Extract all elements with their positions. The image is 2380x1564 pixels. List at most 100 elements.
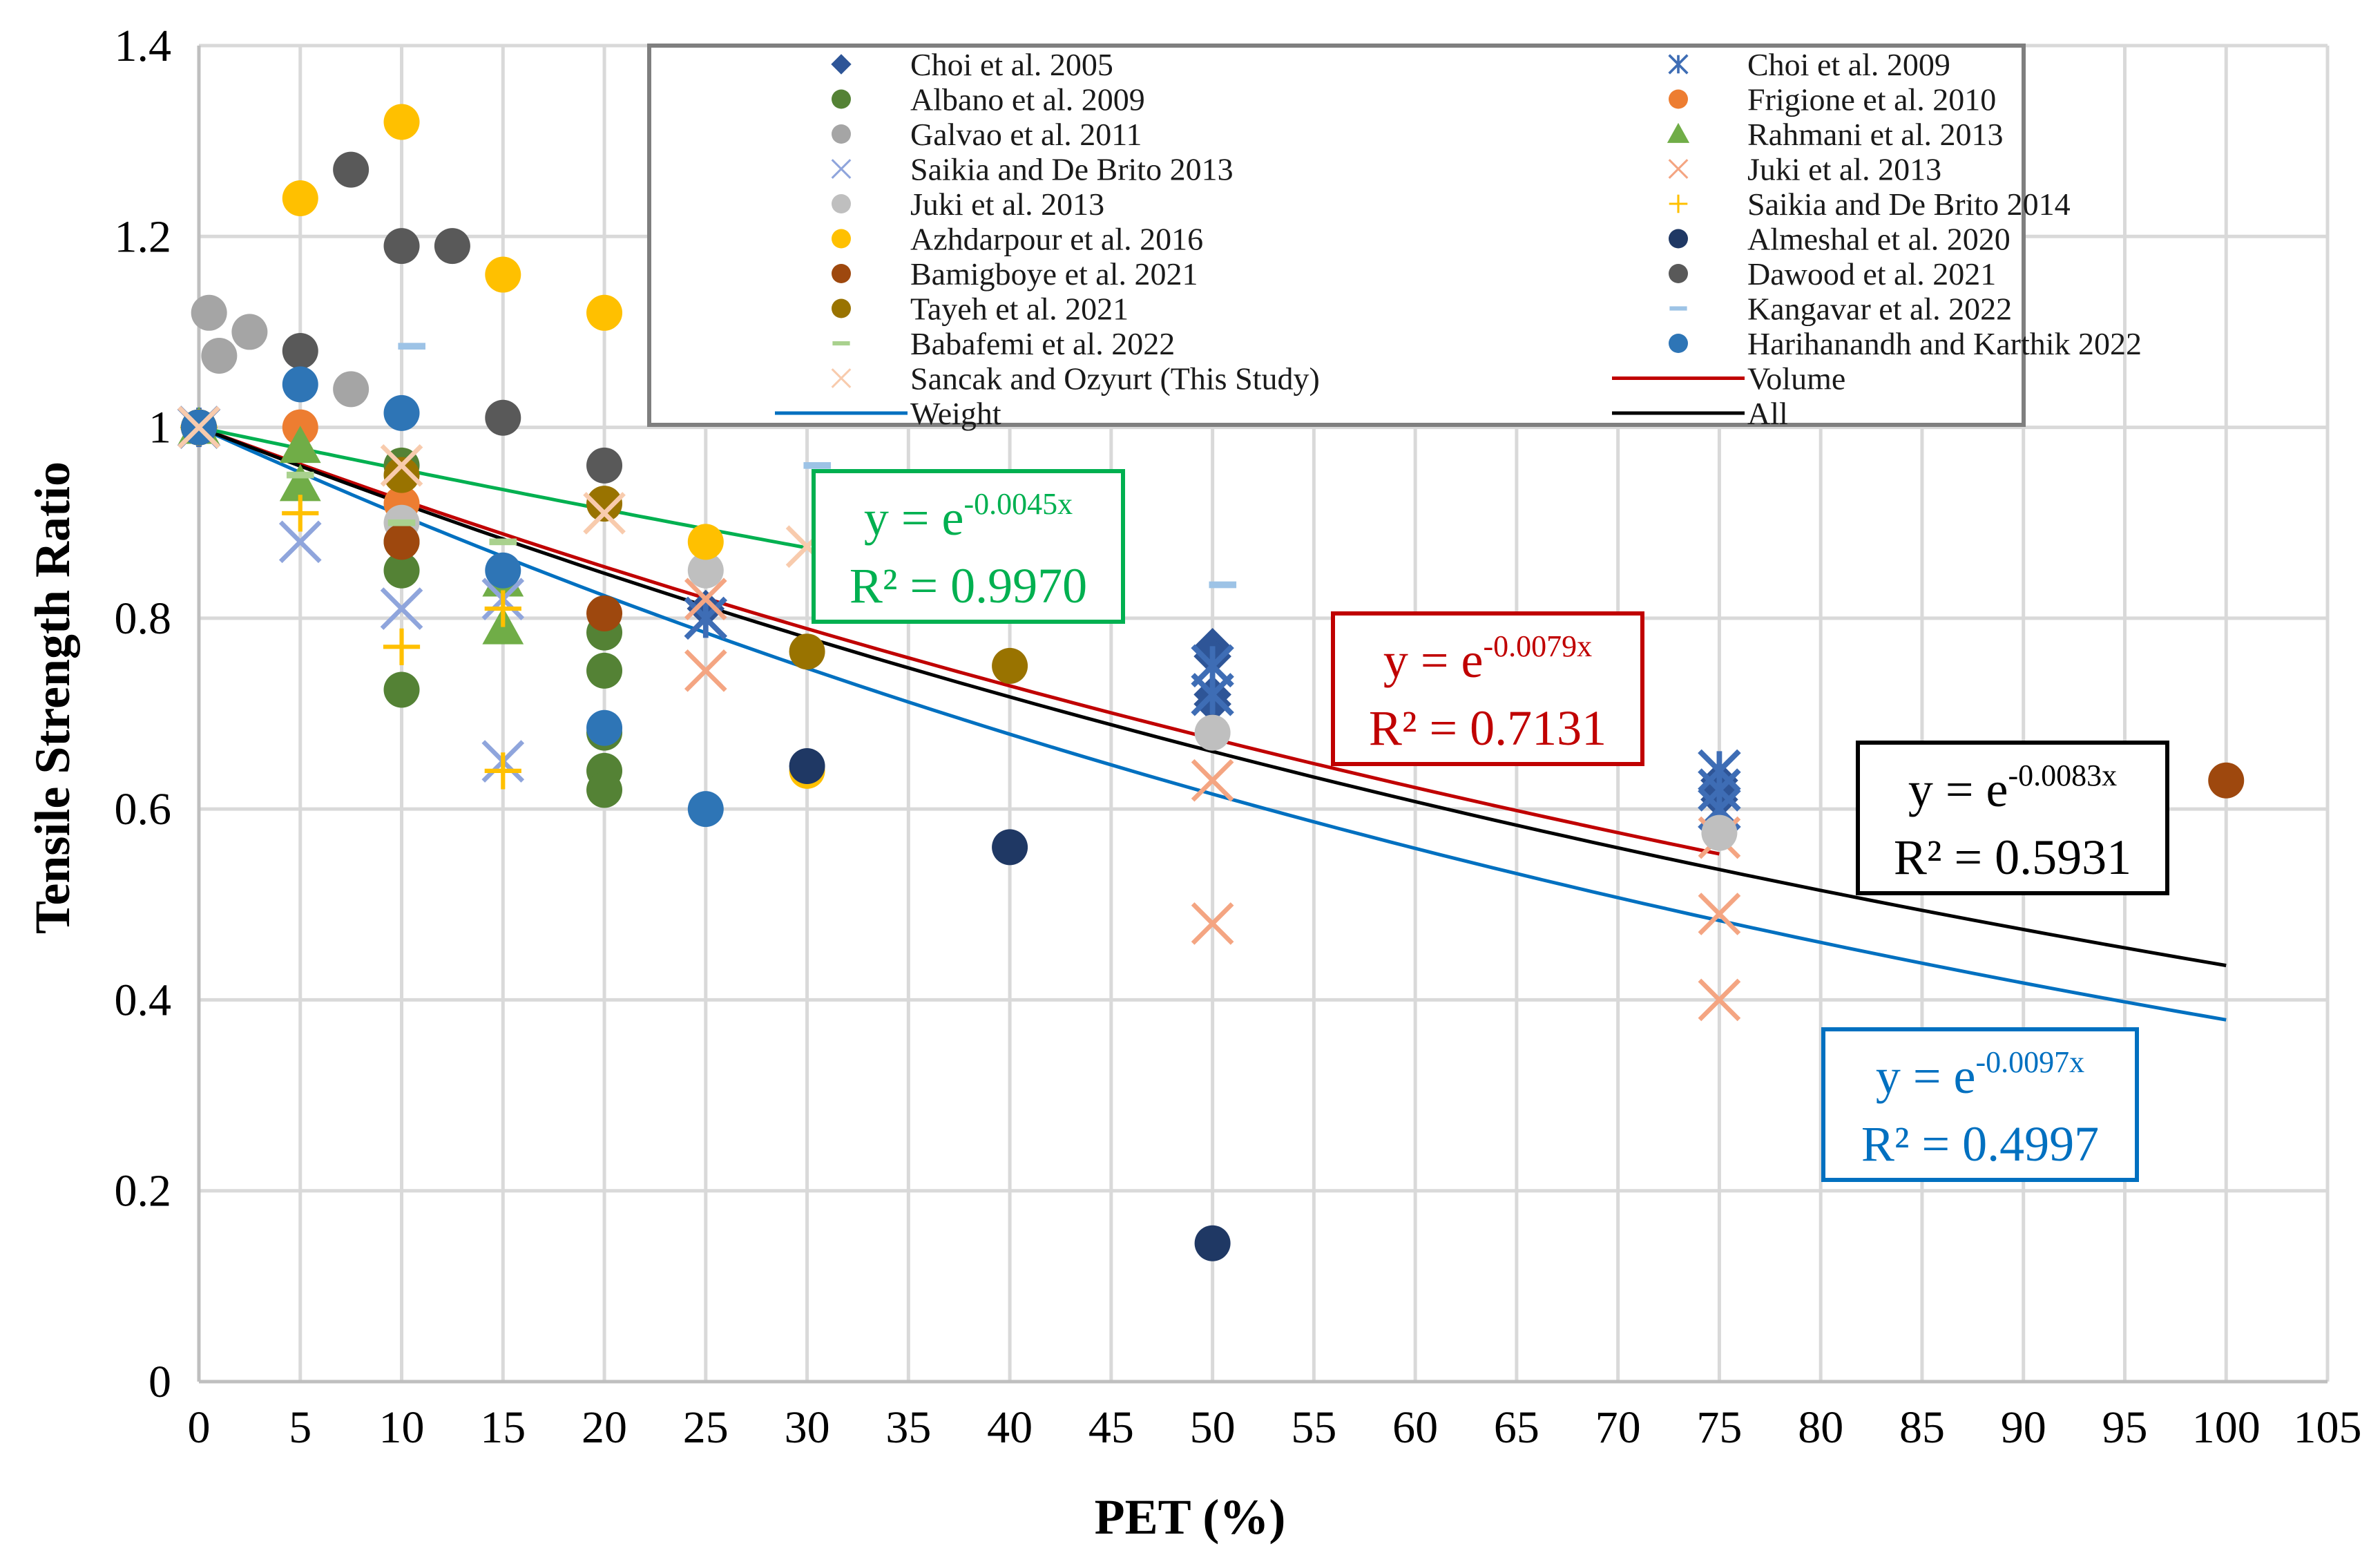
data-point <box>1191 759 1234 802</box>
annotation-box <box>1821 1027 2139 1182</box>
legend-marker <box>832 124 851 144</box>
data-point <box>177 406 220 449</box>
legend-label: Azhdarpour et al. 2016 <box>910 222 1203 257</box>
legend-item: Dawood et al. 2021 <box>1669 256 1996 292</box>
y-tick-label: 1.4 <box>115 21 172 71</box>
data-point <box>282 333 318 370</box>
legend-item: Kangavar et al. 2022 <box>1669 292 2012 327</box>
data-point <box>1191 673 1234 716</box>
annotation-box <box>1856 741 2169 895</box>
data-point <box>383 524 420 560</box>
annotation-equation: y = e-0.0079x <box>1383 629 1592 688</box>
legend-marker <box>832 341 850 346</box>
data-point <box>1209 581 1237 589</box>
legend-item: Frigione et al. 2010 <box>1669 82 1996 117</box>
annotation-black: y = e-0.0083x R² = 0.5931 <box>1856 741 2169 895</box>
axes: 0 5 10 15 20 25 30 35 40 45 50 55 60 65 70 75 80 85 90 95 10… <box>115 21 2362 1453</box>
legend-label: Saikia and De Brito 2013 <box>910 152 1234 187</box>
data-points <box>177 104 2245 1261</box>
x-tick-label: 105 <box>2294 1402 2362 1453</box>
legend-marker <box>832 229 851 249</box>
x-tick-label: 85 <box>1899 1402 1945 1453</box>
legend-label: Almeshal et al. 2020 <box>1747 222 2010 257</box>
data-point <box>191 294 227 331</box>
legend-marker <box>831 159 852 179</box>
data-point <box>484 752 521 790</box>
legend-label: All <box>1747 396 1788 431</box>
legend-item: Almeshal et al. 2020 <box>1669 222 2010 257</box>
legend-item: Juki et al. 2013 <box>832 187 1104 222</box>
y-tick-label: 0.6 <box>115 784 172 835</box>
legend-marker <box>1668 54 1689 75</box>
data-point <box>231 314 268 350</box>
y-tick-label: 1.2 <box>115 211 172 262</box>
data-point <box>1698 893 1741 935</box>
data-point <box>383 104 420 140</box>
annotation-red: y = e-0.0079x R² = 0.7131 <box>1331 611 1644 766</box>
y-tick-label: 0.4 <box>115 975 172 1025</box>
data-point <box>383 552 420 589</box>
legend-label: Babafemi et al. 2022 <box>910 326 1175 361</box>
legend-item: Bamigboye et al. 2021 <box>832 256 1198 292</box>
legend-marker <box>1669 194 1688 213</box>
data-point <box>489 538 517 546</box>
data-point <box>687 791 724 828</box>
x-tick-label: 100 <box>2192 1402 2261 1453</box>
y-axis-title: Tensile Strength Ratio <box>25 461 80 934</box>
data-point <box>383 228 420 265</box>
data-point <box>992 829 1028 866</box>
legend-item: Galvao et al. 2011 <box>832 117 1142 152</box>
data-point <box>434 228 470 265</box>
data-point <box>1701 814 1738 851</box>
x-tick-label: 0 <box>188 1402 211 1453</box>
legend-item: Saikia and De Brito 2014 <box>1669 187 2071 222</box>
trendline-all <box>198 426 2227 968</box>
data-point <box>586 447 623 484</box>
x-tick-label: 50 <box>1190 1402 1236 1453</box>
legend-label: Weight <box>910 396 1001 431</box>
data-point <box>278 520 322 564</box>
data-point <box>485 552 521 589</box>
data-point <box>684 596 728 640</box>
x-tick-label: 25 <box>683 1402 729 1453</box>
data-point <box>485 399 521 436</box>
data-point <box>684 649 727 692</box>
y-tick-label: 0.2 <box>115 1166 172 1217</box>
data-point <box>789 633 825 670</box>
x-tick-label: 80 <box>1798 1402 1843 1453</box>
legend-item: Choi et al. 2005 <box>831 47 1113 82</box>
annotation-r2: R² = 0.4997 <box>1861 1116 2099 1172</box>
data-point <box>383 394 420 431</box>
data-point <box>789 747 825 784</box>
legend-marker <box>1669 264 1688 283</box>
data-point <box>586 652 623 689</box>
x-tick-label: 15 <box>480 1402 526 1453</box>
data-point <box>383 628 421 665</box>
x-tick-label: 35 <box>885 1402 931 1453</box>
legend-label: Rahmani et al. 2013 <box>1747 117 2003 152</box>
data-point <box>586 772 623 808</box>
data-point <box>279 426 321 464</box>
x-tick-label: 65 <box>1494 1402 1539 1453</box>
legend-item: Tayeh et al. 2021 <box>832 292 1129 327</box>
annotation-equation: y = e-0.0045x <box>864 487 1073 546</box>
data-point <box>2208 762 2245 799</box>
data-point <box>484 590 521 627</box>
data-point <box>1194 1225 1231 1261</box>
annotation-box <box>812 469 1125 624</box>
data-point <box>1194 714 1231 751</box>
data-point <box>333 371 370 408</box>
legend-label: Galvao et al. 2011 <box>910 117 1142 152</box>
data-point <box>687 524 724 560</box>
data-point <box>586 709 623 746</box>
data-point <box>586 294 623 331</box>
data-point <box>201 337 238 374</box>
trendline-volume <box>198 426 1720 856</box>
data-point <box>485 256 521 293</box>
legend-marker <box>832 89 851 109</box>
legend-item: Rahmani et al. 2013 <box>1667 117 2003 152</box>
x-tick-label: 5 <box>289 1402 311 1453</box>
data-point <box>1698 978 1741 1022</box>
legend-item: Albano et al. 2009 <box>832 82 1145 117</box>
